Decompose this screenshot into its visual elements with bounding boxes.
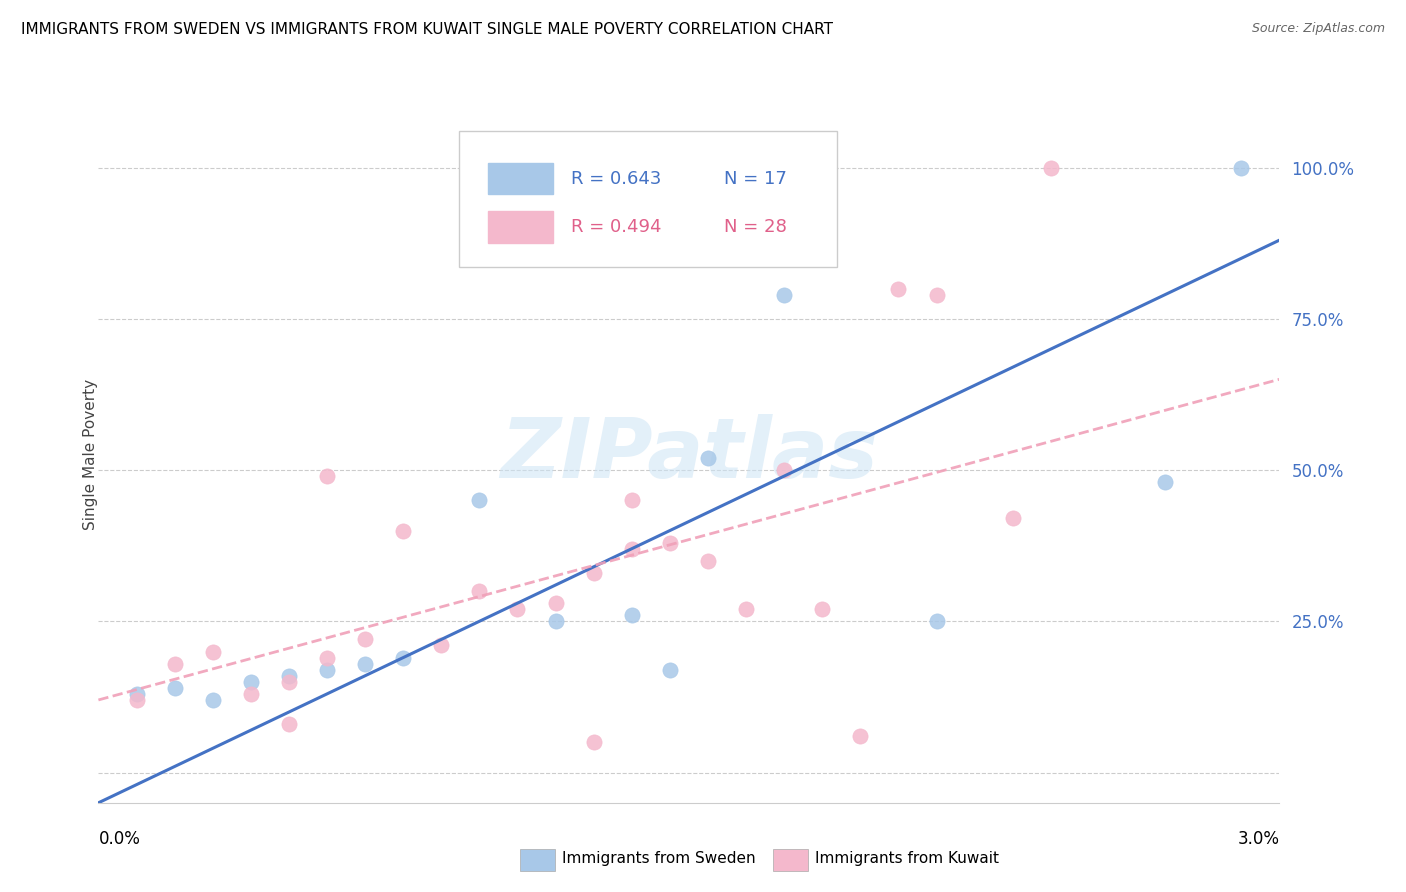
Y-axis label: Single Male Poverty: Single Male Poverty bbox=[83, 379, 97, 531]
Point bbox=[773, 287, 796, 301]
Point bbox=[392, 650, 415, 665]
Point bbox=[849, 729, 872, 743]
Point bbox=[697, 554, 720, 568]
Point bbox=[582, 735, 605, 749]
Point bbox=[430, 639, 453, 653]
Point bbox=[316, 663, 339, 677]
Point bbox=[582, 566, 605, 580]
Point bbox=[392, 524, 415, 538]
Text: R = 0.643: R = 0.643 bbox=[571, 169, 661, 187]
Point bbox=[125, 687, 148, 701]
Point bbox=[773, 463, 796, 477]
Point bbox=[544, 596, 567, 610]
Point bbox=[125, 693, 148, 707]
Bar bbox=[488, 162, 553, 194]
Point bbox=[468, 584, 491, 599]
Point bbox=[316, 469, 339, 483]
Point bbox=[277, 674, 299, 689]
Point bbox=[620, 541, 643, 556]
Point bbox=[468, 493, 491, 508]
Text: N = 28: N = 28 bbox=[724, 219, 787, 236]
Point bbox=[811, 602, 834, 616]
Point bbox=[1154, 475, 1177, 490]
Point bbox=[658, 663, 681, 677]
Text: Source: ZipAtlas.com: Source: ZipAtlas.com bbox=[1251, 22, 1385, 36]
Point bbox=[316, 650, 339, 665]
Text: N = 17: N = 17 bbox=[724, 169, 787, 187]
Point bbox=[887, 281, 910, 295]
Point bbox=[277, 717, 299, 731]
Text: Immigrants from Kuwait: Immigrants from Kuwait bbox=[815, 852, 1000, 866]
Text: R = 0.494: R = 0.494 bbox=[571, 219, 661, 236]
Point bbox=[620, 493, 643, 508]
Point bbox=[735, 602, 758, 616]
Text: 0.0%: 0.0% bbox=[98, 830, 141, 847]
Point bbox=[1039, 161, 1062, 175]
Point bbox=[239, 674, 262, 689]
Point bbox=[697, 450, 720, 465]
Point bbox=[1230, 161, 1253, 175]
Point bbox=[620, 608, 643, 623]
Point bbox=[277, 669, 299, 683]
Point bbox=[201, 644, 224, 658]
Point bbox=[506, 602, 529, 616]
Point bbox=[925, 287, 948, 301]
Point bbox=[239, 687, 262, 701]
Point bbox=[201, 693, 224, 707]
FancyBboxPatch shape bbox=[458, 131, 837, 267]
Point bbox=[354, 632, 377, 647]
Point bbox=[354, 657, 377, 671]
Bar bbox=[488, 211, 553, 243]
Point bbox=[544, 615, 567, 629]
Text: 3.0%: 3.0% bbox=[1237, 830, 1279, 847]
Point bbox=[925, 615, 948, 629]
Text: Immigrants from Sweden: Immigrants from Sweden bbox=[562, 852, 756, 866]
Point bbox=[1001, 511, 1024, 525]
Point bbox=[658, 535, 681, 549]
Point bbox=[163, 657, 186, 671]
Point bbox=[163, 681, 186, 695]
Text: IMMIGRANTS FROM SWEDEN VS IMMIGRANTS FROM KUWAIT SINGLE MALE POVERTY CORRELATION: IMMIGRANTS FROM SWEDEN VS IMMIGRANTS FRO… bbox=[21, 22, 834, 37]
Text: ZIPatlas: ZIPatlas bbox=[501, 415, 877, 495]
